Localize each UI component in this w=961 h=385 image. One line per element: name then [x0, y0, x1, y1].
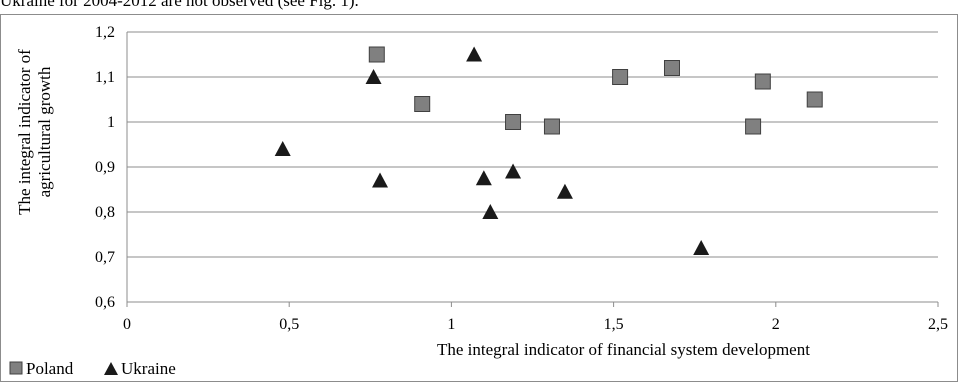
- y-tick-labels: 0,6 0,7 0,8 0,9 1 1,1 1,2: [95, 24, 115, 311]
- point-poland-6: [745, 118, 762, 135]
- point-poland-1: [414, 96, 431, 112]
- legend-marker-ukraine: [104, 362, 118, 375]
- point-poland-5: [663, 60, 680, 76]
- point-poland-7: [754, 73, 771, 90]
- chart-frame: [0, 14, 958, 382]
- y-tick-label-4: 1: [107, 114, 115, 131]
- point-ukraine-8: [693, 240, 710, 255]
- x-tick-labels: 0 0,5 1 1,5 2 2,5: [123, 316, 948, 333]
- y-tick-label-1: 0,7: [95, 249, 115, 266]
- point-ukraine-0: [274, 141, 291, 156]
- header-text: Ukraine for 2004-2012 are not observed (…: [0, 0, 359, 10]
- point-poland-8: [806, 91, 823, 108]
- x-tick-label-4: 2: [772, 316, 780, 333]
- point-poland-4: [612, 69, 629, 85]
- y-tick-label-2: 0,8: [95, 204, 115, 221]
- point-ukraine-6: [505, 163, 522, 179]
- y-axis-label-line-2: agricultural growth: [35, 66, 54, 197]
- x-axis-label: The integral indicator of financial syst…: [437, 340, 810, 359]
- x-tick-label-0: 0: [123, 316, 131, 333]
- axes: [126, 32, 939, 307]
- point-ukraine-3: [466, 46, 483, 62]
- data-points: [274, 46, 823, 255]
- point-poland-0: [368, 46, 385, 63]
- x-tick-label-3: 1,5: [604, 316, 624, 333]
- legend-marker-poland: [9, 361, 23, 375]
- point-ukraine-4: [475, 170, 492, 186]
- legend: Poland Ukraine: [9, 359, 176, 378]
- x-tick-label-1: 0,5: [279, 316, 299, 333]
- legend-label-poland: Poland: [26, 359, 74, 378]
- x-tick-label-2: 1: [447, 316, 455, 333]
- point-poland-3: [543, 118, 560, 135]
- y-axis-label-line-1: The integral indicator of: [15, 49, 34, 215]
- point-ukraine-2: [372, 172, 389, 188]
- legend-label-ukraine: Ukraine: [121, 359, 176, 378]
- point-ukraine-7: [556, 183, 573, 199]
- x-tick-label-5: 2,5: [928, 316, 948, 333]
- grid-lines: [127, 31, 938, 258]
- y-tick-label-3: 0,9: [95, 159, 115, 176]
- y-tick-label-6: 1,2: [95, 24, 115, 41]
- y-tick-label-0: 0,6: [95, 294, 115, 311]
- point-poland-2: [505, 114, 522, 130]
- point-ukraine-1: [365, 69, 382, 84]
- y-tick-label-5: 1,1: [95, 69, 115, 86]
- point-ukraine-5: [482, 204, 499, 219]
